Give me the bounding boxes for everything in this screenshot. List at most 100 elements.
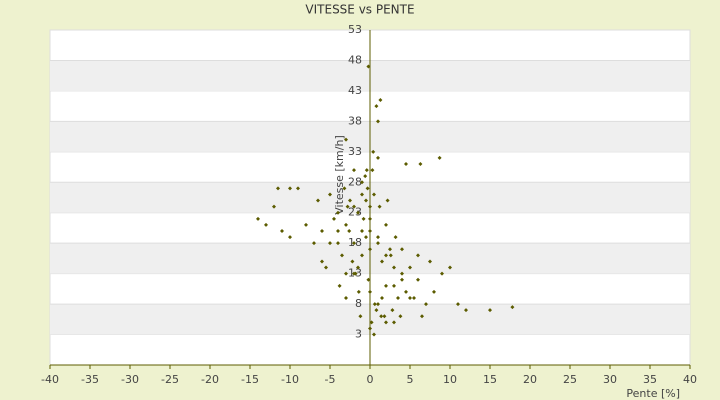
x-tick-label: -40	[41, 373, 59, 386]
point	[364, 198, 368, 203]
point	[416, 253, 420, 258]
point	[364, 235, 368, 240]
point	[408, 296, 412, 300]
x-tick-label: -30	[121, 373, 139, 386]
point	[363, 174, 368, 179]
point	[464, 308, 468, 313]
point	[412, 296, 416, 300]
point	[328, 192, 332, 197]
x-tick-label: -35	[81, 373, 99, 386]
point	[320, 259, 324, 264]
x-tick-label: -20	[201, 373, 219, 386]
point	[404, 289, 408, 294]
point	[488, 308, 492, 313]
x-tick-label: 10	[443, 373, 457, 386]
point	[288, 235, 292, 240]
point	[360, 180, 364, 185]
point	[344, 296, 348, 300]
point	[344, 222, 348, 227]
x-tick-label: -15	[241, 373, 259, 386]
point	[376, 235, 380, 240]
point	[376, 119, 380, 124]
point	[264, 222, 268, 227]
point	[336, 241, 340, 246]
point	[380, 296, 384, 300]
point	[342, 186, 347, 191]
x-tick-label: 5	[407, 373, 414, 386]
point	[372, 192, 376, 197]
point	[440, 271, 444, 276]
point	[382, 314, 387, 319]
x-tick-label: 35	[643, 373, 657, 386]
x-tick-label: 30	[603, 373, 617, 386]
point	[396, 296, 400, 300]
point	[374, 308, 379, 313]
point	[336, 210, 340, 215]
point	[418, 162, 423, 166]
point	[360, 229, 364, 233]
chart-title: VITESSE vs PENTE	[305, 3, 414, 17]
point	[337, 283, 342, 288]
y-tick-label: 33	[348, 145, 362, 158]
point	[256, 216, 260, 221]
point	[347, 229, 352, 233]
point	[393, 235, 398, 240]
point	[437, 155, 442, 160]
point	[304, 222, 308, 227]
point	[379, 314, 384, 319]
y-tick-label: 38	[348, 114, 362, 127]
point	[350, 259, 355, 264]
point	[392, 265, 396, 270]
point	[328, 241, 332, 246]
point	[352, 241, 356, 246]
point	[320, 229, 324, 233]
point	[388, 253, 393, 258]
point	[276, 186, 280, 191]
x-tick-label: 40	[683, 373, 697, 386]
point	[398, 314, 403, 319]
point	[365, 186, 370, 191]
point	[368, 247, 372, 252]
point	[340, 253, 344, 258]
point	[352, 168, 356, 173]
point	[316, 198, 320, 203]
point	[385, 198, 390, 203]
y-tick-label: 43	[348, 84, 362, 97]
point	[424, 302, 428, 307]
point	[344, 137, 348, 142]
point	[348, 198, 352, 203]
point	[368, 216, 372, 221]
point	[366, 64, 371, 69]
point	[378, 98, 383, 103]
point	[344, 271, 348, 276]
point	[408, 265, 412, 270]
point	[288, 186, 292, 191]
x-tick-label: -25	[161, 373, 179, 386]
point	[372, 302, 377, 307]
point	[352, 204, 356, 209]
x-tick-label: -5	[325, 373, 336, 386]
point	[384, 283, 388, 288]
point	[368, 229, 372, 233]
x-tick-label: -10	[281, 373, 299, 386]
point	[400, 247, 404, 252]
y-tick-label: 28	[348, 175, 362, 188]
point	[336, 229, 340, 233]
point	[353, 271, 358, 276]
y-axis-title: Vitesse [km/h]	[333, 135, 346, 215]
point	[392, 320, 396, 325]
point	[384, 253, 388, 258]
point	[377, 204, 382, 209]
y-tick-label: 53	[348, 23, 362, 36]
point	[369, 320, 374, 325]
y-tick-label: 23	[348, 206, 362, 219]
point	[368, 204, 372, 209]
point	[376, 241, 380, 246]
point	[456, 302, 460, 307]
x-axis-title: Pente [%]	[626, 387, 680, 400]
point	[400, 277, 404, 282]
point	[428, 259, 432, 264]
point	[420, 314, 424, 319]
point	[361, 216, 366, 221]
